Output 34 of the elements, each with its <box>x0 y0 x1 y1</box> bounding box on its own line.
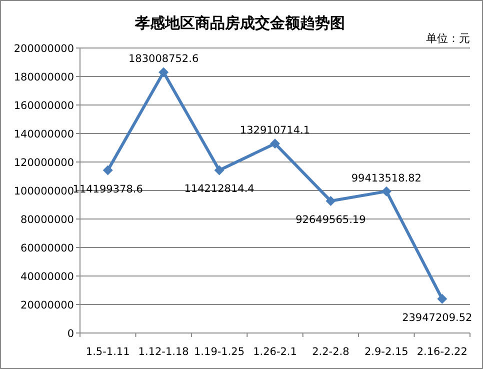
y-tick-label: 140000000 <box>14 128 74 140</box>
x-tick-label: 2.2-2.8 <box>312 346 350 358</box>
chart-title: 孝感地区商品房成交金额趋势图 <box>134 14 345 32</box>
y-tick-label: 160000000 <box>14 100 74 112</box>
point <box>102 165 113 176</box>
y-tick-label: 40000000 <box>20 271 74 283</box>
x-tick-label: 1.19-1.25 <box>194 346 245 358</box>
y-tick-label: 200000000 <box>14 43 74 55</box>
y-tick-label: 120000000 <box>14 157 74 169</box>
point <box>381 186 392 196</box>
point <box>214 165 224 176</box>
y-tick-label: 80000000 <box>20 214 74 226</box>
point <box>158 67 169 78</box>
x-tick-label: 2.9-2.15 <box>364 346 408 358</box>
text: 单位：元 <box>426 32 470 45</box>
y-tick-label: 180000000 <box>14 72 74 84</box>
data-label: 92649565.19 <box>296 214 366 226</box>
y-tick-label: 60000000 <box>20 242 74 254</box>
point <box>326 196 336 206</box>
x-tick-label: 1.12-1.18 <box>138 346 189 358</box>
data-label: 183008752.6 <box>128 53 199 66</box>
point <box>270 138 280 149</box>
y-tick-label: 0 <box>67 328 74 340</box>
x-tick-label: 1.5-1.11 <box>86 346 130 358</box>
data-label: 114199378.6 <box>72 183 144 196</box>
data-label: 114212814.4 <box>184 183 255 196</box>
y-tick-label: 100000000 <box>14 186 74 198</box>
data-label: 99413518.82 <box>351 172 422 184</box>
x-tick-label: 2.16-2.22 <box>416 346 468 358</box>
x-tick-label: 1.26-2.1 <box>253 346 297 358</box>
point <box>437 294 448 304</box>
data-label: 132910714.1 <box>240 124 310 137</box>
y-tick-label: 20000000 <box>20 300 74 312</box>
data-label: 23947209.52 <box>402 312 472 324</box>
